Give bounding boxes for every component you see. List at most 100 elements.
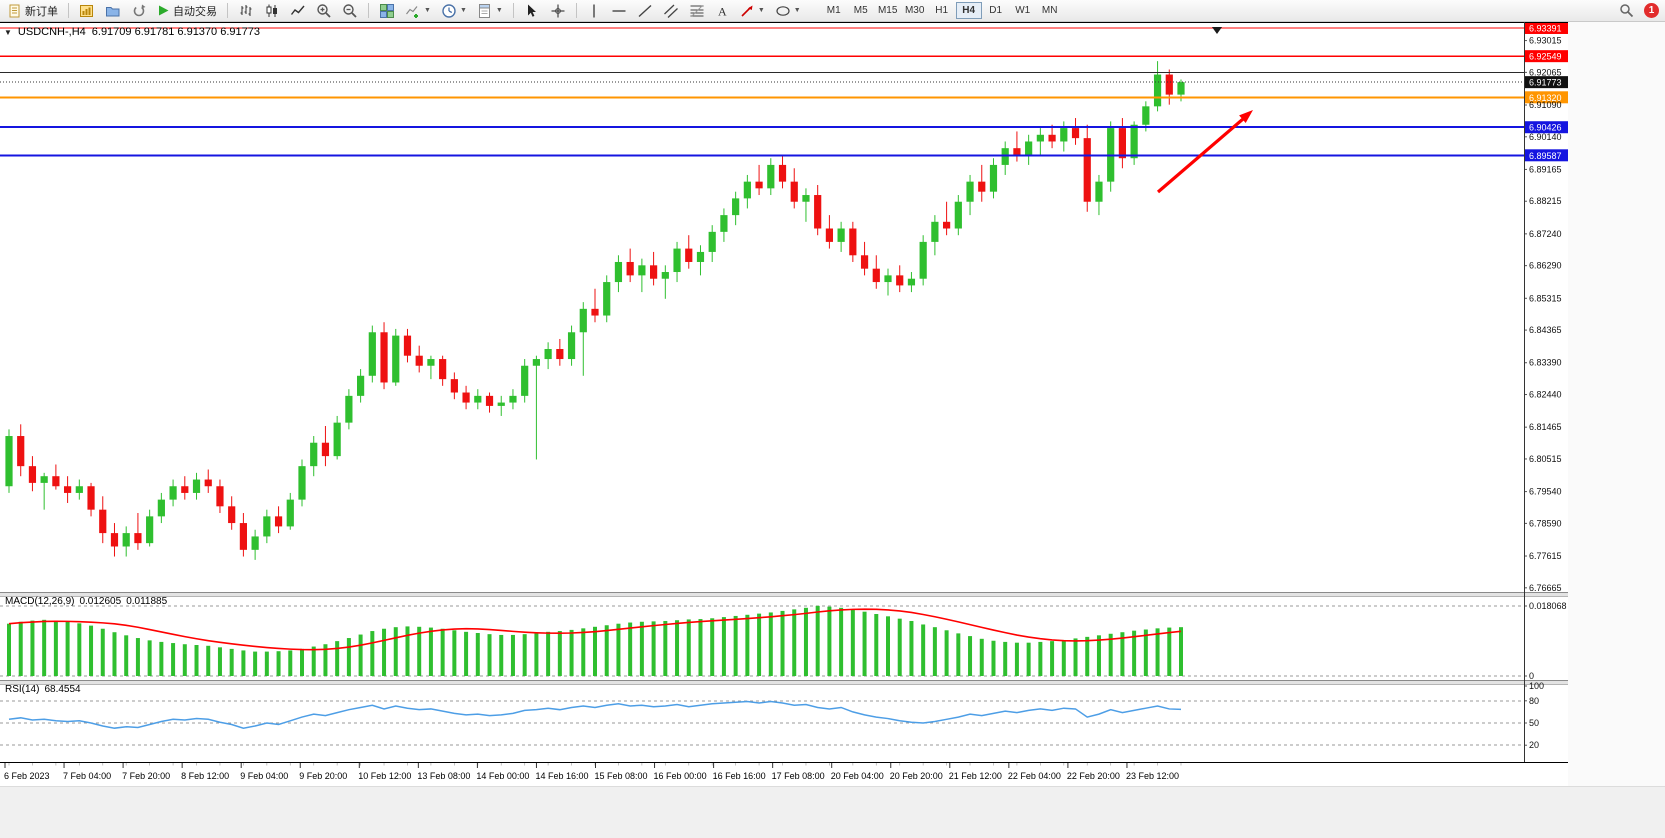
svg-text:6.88215: 6.88215 <box>1529 196 1562 206</box>
new-order-label: 新订单 <box>25 5 58 18</box>
channel-tool-button[interactable] <box>659 1 683 20</box>
autotrading-play-icon <box>159 5 169 16</box>
chart-info-line: ▼ USDCNH-,H4 6.91709 6.91781 6.91370 6.9… <box>4 26 260 38</box>
shapes-tool-button[interactable]: ▼ <box>771 1 805 20</box>
crosshair-tool-button[interactable] <box>546 1 570 20</box>
svg-text:6.90426: 6.90426 <box>1529 123 1562 133</box>
indicators-button[interactable]: ▼ <box>401 1 435 20</box>
notification-badge[interactable]: 1 <box>1644 3 1659 18</box>
svg-text:100: 100 <box>1529 681 1544 691</box>
timeframe-d1-button[interactable]: D1 <box>983 2 1009 19</box>
line-chart-type-button[interactable] <box>286 1 310 20</box>
chart-symbol-period: USDCNH-,H4 <box>17 26 86 38</box>
timeframe-h4-button[interactable]: H4 <box>955 2 982 19</box>
tile-windows-icon <box>380 3 394 18</box>
svg-text:6.76665: 6.76665 <box>1529 583 1562 593</box>
svg-text:6.93015: 6.93015 <box>1529 36 1562 46</box>
autotrading-button[interactable]: 自动交易 <box>153 1 221 20</box>
cursor-tool-button[interactable] <box>520 1 544 20</box>
macd-name: MACD(12,26,9) <box>5 596 75 607</box>
trend-arrow-annotation[interactable] <box>1156 110 1253 194</box>
svg-text:17 Feb 08:00: 17 Feb 08:00 <box>772 771 825 781</box>
search-button[interactable] <box>1615 1 1638 20</box>
svg-text:0.018068: 0.018068 <box>1529 601 1567 611</box>
chevron-down-icon: ▼ <box>793 7 801 14</box>
chart-window: 6.93391 6.92549 6.91320 6.90426 6.89587 6.917… <box>0 22 1568 786</box>
profiles-icon <box>106 6 120 16</box>
timeframe-m30-button[interactable]: M30 <box>902 2 928 19</box>
bar-chart-type-button[interactable] <box>234 1 258 20</box>
toolbar-separator <box>575 3 577 18</box>
window-right-margin <box>1568 22 1665 786</box>
text-icon: A <box>718 4 727 18</box>
svg-text:50: 50 <box>1529 718 1539 728</box>
bars-icon <box>240 4 252 16</box>
clock-icon <box>442 3 456 18</box>
toolbar-separator <box>512 3 514 18</box>
timeframe-m1-button[interactable]: M1 <box>821 2 847 19</box>
hline-6.90426[interactable]: 6.90426 <box>0 121 1568 134</box>
zoom-out-button[interactable] <box>338 1 362 20</box>
svg-text:6.89165: 6.89165 <box>1529 164 1562 174</box>
macd-signal-line <box>8 608 1182 651</box>
arrows-tool-button[interactable]: ▼ <box>735 1 769 20</box>
hline-6.89587[interactable]: 6.89587 <box>0 149 1568 162</box>
equidistant-channel-icon <box>663 4 678 18</box>
svg-text:6.84365: 6.84365 <box>1529 325 1562 335</box>
panel-splitter-macd[interactable] <box>0 592 1568 596</box>
current-price-line: 6.91773 <box>0 76 1568 89</box>
rsi-panel: 100 80 50 20 <box>0 681 1544 750</box>
rsi-line <box>8 700 1182 729</box>
price-axis[interactable]: 6.93015 6.92065 6.91090 6.90140 6.89165 6.882… <box>1524 36 1562 593</box>
cursor-icon <box>527 4 536 17</box>
svg-text:16 Feb 00:00: 16 Feb 00:00 <box>654 771 707 781</box>
indicators-icon <box>406 5 418 18</box>
svg-text:6.93391: 6.93391 <box>1529 23 1562 33</box>
svg-text:9 Feb 04:00: 9 Feb 04:00 <box>240 771 288 781</box>
svg-text:23 Feb 12:00: 23 Feb 12:00 <box>1126 771 1179 781</box>
new-chart-button[interactable] <box>75 1 99 20</box>
timeframe-m5-button[interactable]: M5 <box>848 2 874 19</box>
time-axis[interactable]: 6 Feb 2023 7 Feb 04:00 7 Feb 20:00 8 Feb 12… <box>0 762 1568 782</box>
horizontal-line-tool-button[interactable] <box>607 1 631 20</box>
toolbar-separator <box>68 3 69 18</box>
svg-text:80: 80 <box>1529 696 1539 706</box>
chart-canvas[interactable]: 6.93391 6.92549 6.91320 6.90426 6.89587 6.917… <box>0 22 1568 786</box>
hline-6.91320[interactable]: 6.91320 <box>0 91 1568 104</box>
templates-button[interactable]: ▼ <box>473 1 507 20</box>
hline-6.92549[interactable]: 6.92549 <box>0 50 1568 63</box>
svg-text:16 Feb 16:00: 16 Feb 16:00 <box>713 771 766 781</box>
svg-text:13 Feb 08:00: 13 Feb 08:00 <box>417 771 470 781</box>
periods-button[interactable]: ▼ <box>437 1 471 20</box>
search-icon <box>1620 4 1634 18</box>
tile-windows-button[interactable] <box>375 1 399 20</box>
timeframe-m15-button[interactable]: M15 <box>875 2 901 19</box>
fibonacci-tool-button[interactable] <box>685 1 709 20</box>
chevron-down-icon: ▼ <box>495 7 503 14</box>
refresh-button[interactable] <box>127 1 151 20</box>
main-toolbar: 新订单 自动交易 ▼ ▼ ▼ <box>0 0 1665 22</box>
svg-text:7 Feb 04:00: 7 Feb 04:00 <box>63 771 111 781</box>
ohlc-collapse-icon[interactable]: ▼ <box>4 27 12 37</box>
new-order-icon <box>9 4 20 17</box>
timeframe-mn-button[interactable]: MN <box>1037 2 1063 19</box>
hline-6.93391[interactable]: 6.93391 <box>0 22 1568 34</box>
timeframe-w1-button[interactable]: W1 <box>1010 2 1036 19</box>
trendline-tool-button[interactable] <box>633 1 657 20</box>
new-order-button[interactable]: 新订单 <box>4 1 62 20</box>
toolbar-separator <box>368 3 369 18</box>
profiles-button[interactable] <box>101 1 125 20</box>
new-chart-icon <box>80 4 93 17</box>
panel-splitter-rsi[interactable] <box>0 680 1568 684</box>
svg-text:6.78590: 6.78590 <box>1529 518 1562 528</box>
candlestick-chart-type-button[interactable] <box>260 1 284 20</box>
svg-text:20: 20 <box>1529 740 1539 750</box>
svg-text:6.79540: 6.79540 <box>1529 487 1562 497</box>
svg-text:6.81465: 6.81465 <box>1529 422 1562 432</box>
text-tool-button[interactable]: A <box>711 1 733 20</box>
chart-shift-marker[interactable] <box>1212 27 1222 34</box>
timeframe-h1-button[interactable]: H1 <box>929 2 955 19</box>
zoom-in-button[interactable] <box>312 1 336 20</box>
fibonacci-icon <box>690 4 704 17</box>
vertical-line-tool-button[interactable] <box>583 1 605 20</box>
